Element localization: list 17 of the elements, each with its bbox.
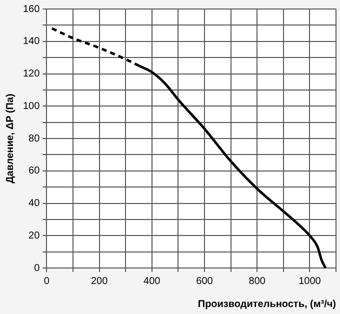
x-axis-title: Производительность, (м³/ч) (198, 298, 336, 310)
y-tick-label: 120 (22, 68, 40, 80)
y-tick-label: 40 (28, 198, 40, 209)
y-tick-label: 100 (22, 100, 40, 112)
x-tick-label: 400 (144, 276, 161, 287)
y-axis-title: Давление, ΔP (Па) (4, 94, 16, 184)
x-tick-label: 1000 (298, 276, 322, 287)
x-tick-label: 0 (44, 276, 50, 287)
y-tick-label: 0 (34, 262, 40, 274)
x-tick-label: 200 (90, 276, 108, 287)
y-tick-label: 140 (22, 36, 40, 48)
y-tick-label: 20 (28, 230, 40, 242)
y-tick-label: 160 (22, 4, 40, 15)
y-tick-label: 60 (28, 166, 40, 177)
x-tick-label: 600 (196, 276, 214, 287)
y-tick-label: 80 (28, 133, 40, 144)
x-tick-label: 800 (248, 276, 266, 287)
